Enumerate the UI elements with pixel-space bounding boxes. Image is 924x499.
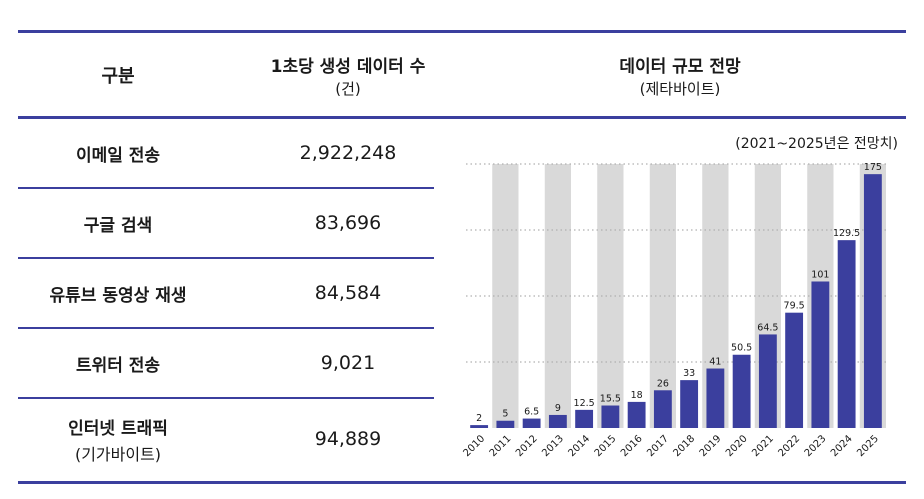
row-label-sub: (기가바이트) [74,444,162,464]
x-tick-label: 2012 [514,433,540,459]
table-header-rate-unit: (건) [335,80,361,98]
table-row-twitter: 트위터 전송 9,021 [18,329,434,397]
row-value: 83,696 [314,212,382,234]
row-label-text: 트위터 전송 [75,355,161,376]
row-label-text: 유튜브 동영상 재생 [49,285,187,306]
bar [680,380,699,428]
bar [706,368,725,428]
bar [837,240,856,428]
bar [496,420,515,428]
chart-header: 데이터 규모 전망 (제타바이트) [520,52,840,99]
background-band [649,164,676,428]
bar [732,354,751,428]
data-label: 26 [657,378,669,389]
data-label: 129.5 [833,228,860,239]
x-tick-label: 2016 [619,433,645,459]
row-label: 인터넷 트래픽 (기가바이트) [18,399,218,479]
data-label: 175 [864,162,882,173]
x-tick-label: 2019 [698,433,724,459]
data-label: 15.5 [600,394,621,405]
data-label: 33 [683,368,695,379]
row-label: 이메일 전송 [18,119,218,187]
x-tick-label: 2018 [671,433,697,459]
x-tick-label: 2020 [724,433,750,459]
bar [653,390,672,428]
x-tick-label: 2010 [461,433,487,459]
data-label: 2 [476,413,482,424]
top-rule [18,30,906,33]
row-value: 2,922,248 [299,142,397,164]
table-header-category: 구분 [18,62,218,88]
bar [785,312,804,428]
bar [522,418,541,428]
table-header-category-text: 구분 [101,66,135,87]
x-tick-label: 2015 [593,433,619,459]
bar [575,409,594,428]
data-label: 5 [502,409,508,420]
row-label-text: 이메일 전송 [75,145,161,166]
x-tick-label: 2011 [488,433,514,459]
x-tick-label: 2022 [776,433,802,459]
bar [863,174,882,428]
x-tick-label: 2024 [829,433,855,459]
data-label: 41 [709,357,721,368]
row-value: 94,889 [314,428,382,450]
background-band [492,164,519,428]
chart-note: (2021~2025년은 전망치) [735,136,898,152]
bar [627,401,646,428]
table-row-google: 구글 검색 83,696 [18,189,434,257]
row-value: 84,584 [314,282,382,304]
bar [548,414,567,428]
x-tick-label: 2017 [645,433,671,459]
row-label: 유튜브 동영상 재생 [18,259,218,327]
table-row-email: 이메일 전송 2,922,248 [18,119,434,187]
row-label-text: 인터넷 트래픽 [68,418,168,439]
x-tick-label: 2014 [566,433,592,459]
header-rule [18,116,906,119]
bar-chart: 2 2010 5 2011 6.5 2012 9 2013 12.5 2014 15.5 2015 18… [461,162,886,459]
data-label: 12.5 [574,398,595,409]
table-row-internet: 인터넷 트래픽 (기가바이트) 94,889 [18,399,434,479]
data-label: 79.5 [784,301,805,312]
table-row-youtube: 유튜브 동영상 재생 84,584 [18,259,434,327]
x-tick-label: 2023 [803,433,829,459]
row-separator [18,257,434,259]
bar [601,405,620,428]
data-label: 50.5 [731,343,752,354]
chart-header-title: 데이터 규모 전망 [619,57,741,77]
x-tick-label: 2021 [750,433,776,459]
data-label: 18 [631,390,643,401]
row-value: 9,021 [320,352,376,374]
row-separator [18,187,434,189]
table-header-rate: 1초당 생성 데이터 수 (건) [248,52,448,99]
row-label-text: 구글 검색 [83,215,153,236]
data-label: 9 [555,403,561,414]
data-label: 6.5 [524,407,539,418]
chart-header-unit: (제타바이트) [639,80,721,98]
bar [470,425,489,428]
x-tick-label: 2013 [540,433,566,459]
background-band [544,164,571,428]
row-label: 구글 검색 [18,189,218,257]
x-tick-label: 2025 [855,433,881,459]
row-separator [18,397,434,399]
table-header-rate-title: 1초당 생성 데이터 수 [270,57,426,77]
row-label: 트위터 전송 [18,329,218,397]
bottom-rule [18,481,906,484]
row-separator [18,327,434,329]
data-label: 64.5 [757,322,778,333]
bar [811,281,830,428]
bar [758,334,777,428]
data-label: 101 [811,269,829,280]
